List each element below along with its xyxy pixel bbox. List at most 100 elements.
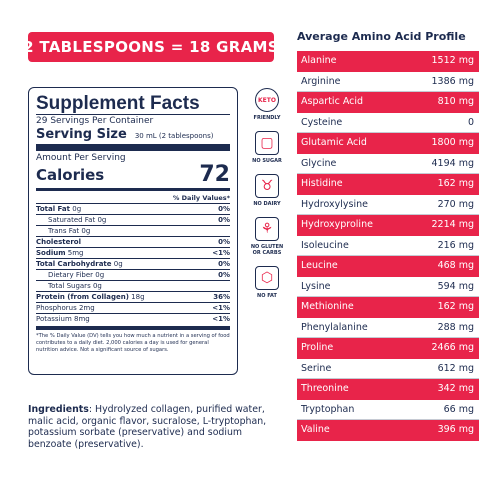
amino-name: Proline (301, 342, 334, 354)
nutrient-row: Total Fat 0g 0% (36, 203, 230, 214)
amino-row: Alanine 1512 mg (297, 51, 479, 72)
keto-icon: KETO FRIENDLY (248, 88, 286, 121)
amino-row: Isoleucine 216 mg (297, 236, 479, 256)
no-gluten-icon-glyph: ⚘ (255, 217, 279, 241)
supplement-facts-panel: Supplement Facts 29 Servings Per Contain… (28, 87, 238, 375)
nutrient-label: Dietary Fiber 0g (48, 271, 105, 279)
amino-name: Hydroxyproline (301, 219, 373, 231)
servings-per-container: 29 Servings Per Container (36, 116, 154, 126)
amino-value: 2214 mg (431, 219, 474, 231)
amino-row: Cysteine 0 (297, 113, 479, 133)
amino-name: Serine (301, 362, 332, 374)
amino-value: 270 mg (437, 198, 474, 210)
amino-row: Valine 396 mg (297, 420, 479, 441)
amino-value: 594 mg (437, 280, 474, 292)
nutrient-row: Dietary Fiber 0g 0% (36, 269, 230, 280)
nutrient-dv: 0% (218, 205, 230, 213)
nutrient-dv: <1% (212, 304, 230, 312)
diet-icons: KETO FRIENDLY ▢ NO SUGAR ♉ NO DAIRY ⚘ NO GLUTEN… (248, 88, 286, 309)
amino-row: Hydroxyproline 2214 mg (297, 215, 479, 236)
nutrient-row: Protein (from Collagen) 18g 36% (36, 291, 230, 302)
nutrient-dv: 0% (218, 238, 230, 246)
no-dairy-icon-caption: NO DAIRY (253, 201, 281, 207)
amino-row: Glutamic Acid 1800 mg (297, 133, 479, 154)
amino-value: 162 mg (437, 178, 474, 190)
no-dairy-icon-glyph: ♉ (255, 174, 279, 198)
nutrient-row: Total Sugars 0g (36, 280, 230, 291)
nutrient-label: Cholesterol (36, 238, 81, 246)
amino-name: Threonine (301, 383, 349, 395)
nutrient-dv: 0% (218, 260, 230, 268)
amino-value: 288 mg (437, 321, 474, 333)
nutrient-row: Phosphorus 2mg <1% (36, 302, 230, 313)
amino-rows: Alanine 1512 mg Arginine 1386 mg Aspartic Ac… (297, 51, 479, 441)
amino-row: Threonine 342 mg (297, 379, 479, 400)
no-sugar-icon-glyph: ▢ (255, 131, 279, 155)
daily-values-header: % Daily Values* (172, 194, 230, 202)
amino-row: Histidine 162 mg (297, 174, 479, 195)
amino-row: Aspartic Acid 810 mg (297, 92, 479, 113)
amino-name: Hydroxylysine (301, 198, 368, 210)
no-fat-icon: ⬡ NO FAT (248, 266, 286, 299)
amino-name: Alanine (301, 55, 337, 67)
nutrient-label: Sodium 5mg (36, 249, 84, 257)
amino-name: Cysteine (301, 116, 343, 128)
amino-row: Serine 612 mg (297, 359, 479, 379)
nutrient-row: Potassium 8mg <1% (36, 313, 230, 324)
amino-row: Glycine 4194 mg (297, 154, 479, 174)
nutrient-label: Potassium 8mg (36, 315, 90, 323)
serving-size-value: 30 mL (2 tablespoons) (134, 132, 214, 140)
ingredients-label: Ingredients (28, 404, 89, 415)
amino-name: Lysine (301, 280, 331, 292)
nutrient-label: Saturated Fat 0g (48, 216, 107, 224)
no-fat-icon-caption: NO FAT (257, 293, 277, 299)
amino-row: Methionine 162 mg (297, 297, 479, 318)
nutrient-label: Total Sugars 0g (48, 282, 102, 290)
amino-value: 468 mg (437, 260, 474, 272)
keto-icon-glyph: KETO (255, 88, 279, 112)
nutrient-row: Trans Fat 0g (36, 225, 230, 236)
nutrient-row: Total Carbohydrate 0g 0% (36, 258, 230, 269)
nutrient-dv: <1% (212, 315, 230, 323)
serving-size-label: Serving Size (36, 127, 127, 142)
amino-value: 1386 mg (431, 75, 474, 87)
amino-profile-title: Average Amino Acid Profile (297, 30, 466, 43)
amino-name: Aspartic Acid (301, 96, 364, 108)
amino-value: 1512 mg (431, 55, 474, 67)
facts-title: Supplement Facts (36, 93, 200, 114)
amino-value: 216 mg (437, 239, 474, 251)
amino-name: Isoleucine (301, 239, 349, 251)
amino-row: Tryptophan 66 mg (297, 400, 479, 420)
nutrient-dv: <1% (212, 249, 230, 257)
amino-name: Methionine (301, 301, 354, 313)
amino-name: Arginine (301, 75, 341, 87)
amino-row: Phenylalanine 288 mg (297, 318, 479, 338)
serving-size: Serving Size 30 mL (2 tablespoons) (36, 127, 230, 142)
amino-value: 66 mg (443, 403, 474, 415)
amount-per-serving: Amount Per Serving (36, 153, 126, 163)
amino-name: Glycine (301, 157, 337, 169)
no-dairy-icon: ♉ NO DAIRY (248, 174, 286, 207)
no-sugar-icon-caption: NO SUGAR (252, 158, 282, 164)
serving-banner: 2 TABLESPOONS = 18 GRAMS (23, 32, 279, 62)
amino-value: 342 mg (437, 383, 474, 395)
amino-name: Phenylalanine (301, 321, 368, 333)
nutrient-label: Total Carbohydrate 0g (36, 260, 123, 268)
amino-value: 396 mg (437, 424, 474, 436)
amino-row: Hydroxylysine 270 mg (297, 195, 479, 215)
amino-acid-profile: Average Amino Acid Profile Alanine 1512 m… (297, 30, 479, 441)
nutrient-label: Phosphorus 2mg (36, 304, 95, 312)
serving-banner-text: 2 TABLESPOONS = 18 GRAMS (23, 38, 279, 56)
amino-value: 162 mg (437, 301, 474, 313)
nutrient-row: Cholesterol 0% (36, 236, 230, 247)
amino-value: 810 mg (437, 96, 474, 108)
calories-row: Calories 72 (36, 164, 230, 186)
nutrient-label: Protein (from Collagen) 18g (36, 293, 145, 301)
amino-name: Valine (301, 424, 330, 436)
facts-footnote: *The % Daily Value (DV) tells you how mu… (36, 333, 230, 353)
calories-value: 72 (199, 162, 230, 187)
no-fat-icon-glyph: ⬡ (255, 266, 279, 290)
amino-row: Proline 2466 mg (297, 338, 479, 359)
nutrient-label: Total Fat 0g (36, 205, 82, 213)
amino-row: Arginine 1386 mg (297, 72, 479, 92)
